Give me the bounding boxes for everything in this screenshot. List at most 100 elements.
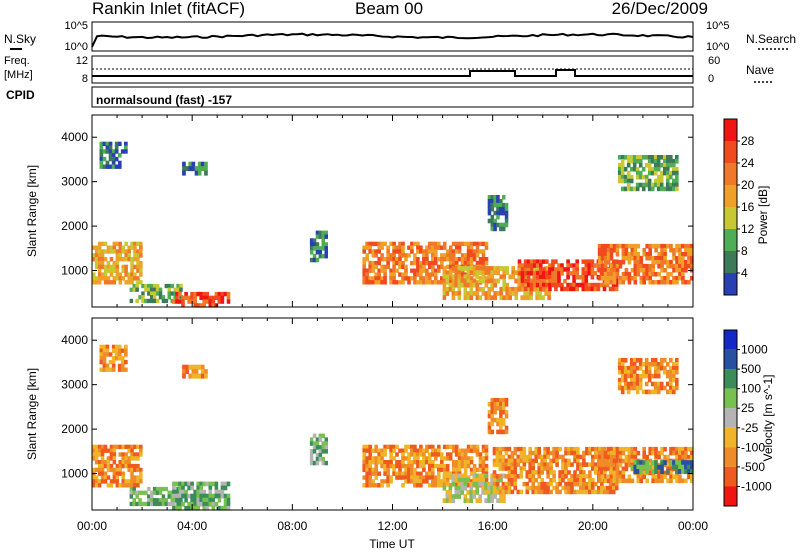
range-cell	[318, 449, 323, 454]
range-cell	[413, 280, 417, 285]
range-cell	[121, 268, 125, 273]
range-cell	[448, 249, 453, 254]
range-cell	[395, 280, 399, 285]
range-cell	[371, 467, 375, 473]
range-cell	[158, 295, 163, 300]
range-cell	[672, 365, 676, 371]
range-cell	[531, 481, 535, 487]
range-cell	[94, 467, 99, 473]
range-cell	[587, 271, 592, 276]
range-cell	[554, 278, 558, 284]
range-cell	[115, 483, 120, 488]
range-cell	[127, 456, 131, 461]
range-cell	[226, 299, 231, 304]
range-cell	[457, 274, 462, 280]
range-cell	[641, 174, 646, 180]
range-cell	[185, 166, 189, 172]
range-cell	[460, 452, 465, 457]
range-cell	[660, 464, 664, 470]
range-cell	[618, 454, 623, 460]
range-cell	[579, 470, 583, 475]
range-cell	[540, 478, 544, 483]
range-cell	[484, 291, 489, 296]
colorbar-segment	[724, 229, 737, 251]
range-cell	[529, 263, 534, 268]
range-cell	[211, 493, 216, 499]
range-cell	[615, 243, 620, 249]
range-cell	[377, 456, 381, 461]
range-cell	[109, 272, 114, 277]
range-cell	[635, 365, 640, 371]
range-cell	[223, 501, 228, 507]
range-cell	[220, 505, 225, 511]
range-cell	[217, 497, 222, 503]
range-cell	[627, 275, 632, 281]
range-cell	[669, 389, 673, 395]
range-cell	[513, 458, 518, 464]
range-cell	[611, 462, 616, 467]
range-cell	[463, 282, 468, 288]
range-cell	[136, 268, 140, 273]
range-cell	[653, 373, 658, 379]
range-cell	[395, 463, 399, 469]
range-cell	[109, 479, 114, 484]
range-cell	[654, 255, 658, 261]
range-cell	[111, 344, 116, 350]
range-cell	[501, 466, 506, 471]
range-cell	[398, 241, 402, 247]
range-cell	[611, 489, 616, 495]
range-cell	[642, 470, 646, 476]
range-cell	[105, 344, 110, 350]
range-cell	[115, 272, 120, 277]
range-cell	[513, 474, 518, 479]
range-cell	[516, 458, 521, 464]
range-cell	[380, 448, 384, 453]
range-cell	[654, 460, 658, 466]
range-cell	[318, 253, 323, 259]
range-cell	[540, 462, 544, 467]
range-cell	[542, 278, 546, 284]
range-cell	[675, 267, 679, 273]
range-cell	[537, 446, 541, 452]
range-cell	[109, 280, 114, 285]
range-cell	[666, 263, 670, 269]
range-cell	[514, 291, 518, 296]
range-cell	[437, 257, 441, 262]
range-cell	[315, 257, 320, 263]
range-cell	[654, 469, 658, 475]
range-cell	[557, 275, 561, 280]
range-cell	[675, 460, 679, 466]
range-cell	[478, 286, 483, 292]
x-tick-label: 20:00	[578, 519, 608, 533]
range-cell	[501, 481, 506, 487]
cpid-text: normalsound (fast) -157	[96, 93, 232, 107]
range-cell	[181, 489, 185, 495]
range-cell	[681, 478, 685, 484]
range-cell	[398, 280, 402, 285]
range-cell	[124, 352, 128, 357]
range-cell	[389, 475, 393, 480]
range-cell	[144, 490, 148, 495]
range-cell	[576, 474, 580, 479]
range-cell	[178, 481, 182, 487]
range-cell	[121, 257, 125, 262]
range-cell	[576, 450, 580, 456]
range-cell	[635, 385, 640, 391]
range-cell	[532, 271, 537, 276]
range-cell	[105, 164, 110, 169]
range-cell	[469, 295, 474, 301]
range-cell	[590, 286, 595, 292]
range-cell	[442, 456, 447, 461]
range-cell	[173, 291, 177, 296]
range-cell	[543, 485, 547, 491]
range-cell	[617, 377, 622, 383]
range-cell	[690, 275, 694, 281]
range-cell	[684, 450, 688, 456]
range-cell	[481, 278, 486, 284]
range-cell	[620, 155, 625, 160]
range-cell	[226, 291, 231, 297]
range-cell	[555, 450, 559, 456]
range-cell	[392, 467, 396, 473]
range-cell	[573, 458, 577, 464]
range-cell	[663, 460, 667, 466]
